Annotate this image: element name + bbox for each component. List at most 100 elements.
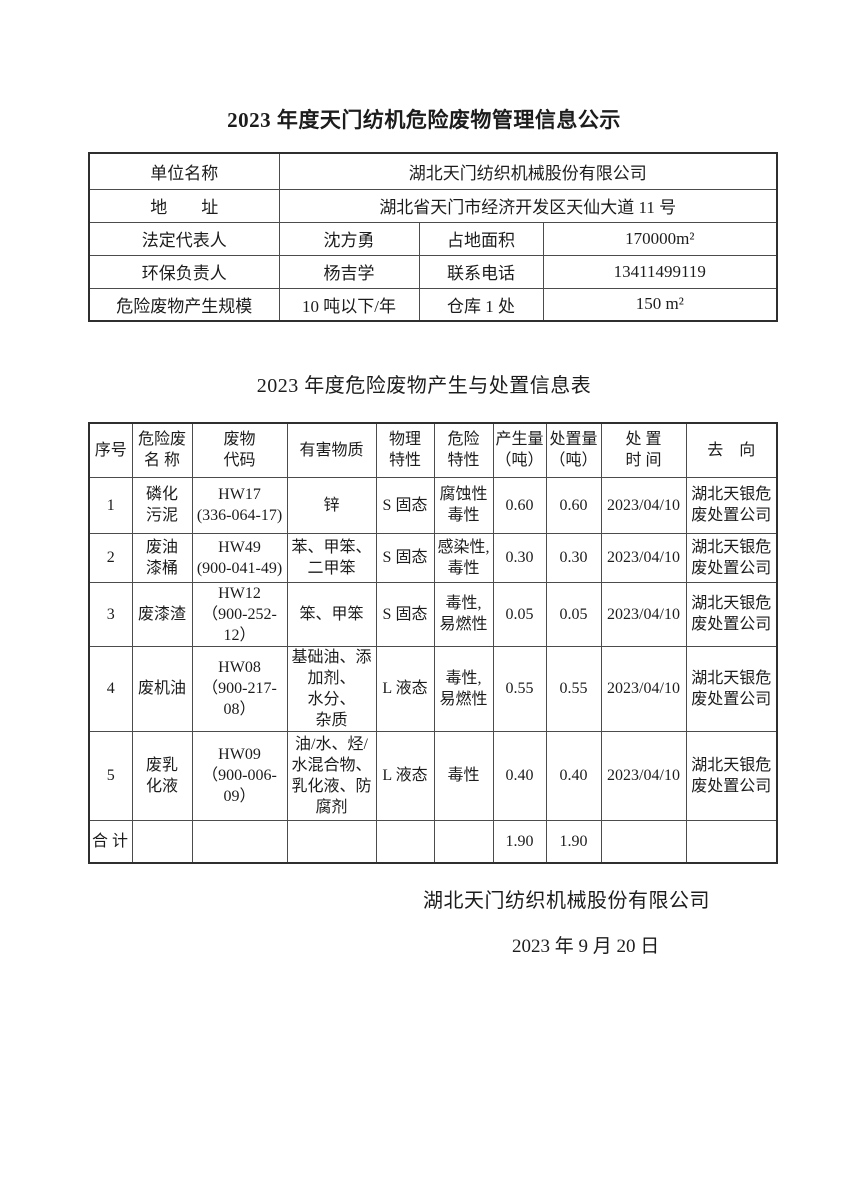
cell-produced-amount: 0.40 [492,730,547,821]
cell-serial: 5 [88,730,133,821]
cell-disposed-amount: 0.40 [545,730,602,821]
cell-disposed-amount: 0.30 [545,532,602,583]
cell-waste-code: HW08 （900-217-08） [191,645,288,732]
cell-hazardous-substance: 油/水、烃/ 水混合物、 乳化液、防 腐剂 [286,730,377,821]
waste-table-title: 2023 年度危险废物产生与处置信息表 [256,375,592,397]
cell-produced-amount: 0.55 [492,645,547,732]
total-disposed-amount: 1.90 [545,819,602,864]
cell-disposal-date: 2023/04/10 [600,581,687,647]
info-row-legal-rep: 法定代表人 沈方勇 占地面积 170000m² [88,221,778,256]
info-label-scale: 危险废物产生规模 [88,287,280,322]
cell-waste-name: 废油 漆桶 [131,532,193,583]
cell-disposed-amount: 0.05 [545,581,602,647]
company-info-table: 单位名称 湖北天门纺织机械股份有限公司 地 址 湖北省天门市经济开发区天仙大道 … [88,152,779,322]
info-row-unit-name: 单位名称 湖北天门纺织机械股份有限公司 [88,152,778,190]
cell-physical-property: S 固态 [375,532,435,583]
col-serial: 序号 [88,422,133,478]
cell-serial: 4 [88,645,133,732]
cell-hazardous-substance: 苯、甲笨、 二甲笨 [286,532,377,583]
col-produced-amount: 产生量 （吨） [492,422,547,478]
info-value-scale: 10 吨以下/年 [278,287,420,322]
waste-header-row: 序号 危险废 名 称 废物 代码 有害物质 物理 特性 危险 特性 产生量 （吨… [88,422,778,478]
col-hazard-property: 危险 特性 [433,422,494,478]
cell-waste-code: HW49 (900-041-49) [191,532,288,583]
waste-row: 5 废乳 化液 HW09 （900-006-09） 油/水、烃/ 水混合物、 乳… [88,730,778,821]
col-disposal-date: 处 置 时 间 [600,422,687,478]
info-label-address: 地 址 [88,188,280,223]
signature-company: 湖北天门纺织机械股份有限公司 [423,890,710,912]
cell-physical-property: S 固态 [375,476,435,534]
cell-disposal-date: 2023/04/10 [600,730,687,821]
cell-waste-name: 废乳 化液 [131,730,193,821]
waste-total-row: 合 计 1.90 1.90 [88,819,778,864]
total-empty-cell [600,819,687,864]
col-destination: 去 向 [685,422,778,478]
cell-produced-amount: 0.05 [492,581,547,647]
waste-row: 4 废机油 HW08 （900-217-08） 基础油、添 加剂、水分、 杂质 … [88,645,778,732]
cell-waste-code: HW09 （900-006-09） [191,730,288,821]
cell-destination: 湖北天银危 废处置公司 [685,730,778,821]
total-empty-cell [375,819,435,864]
total-empty-cell [286,819,377,864]
total-empty-cell [433,819,494,864]
total-label: 合 计 [88,819,133,864]
info-value-legal-rep: 沈方勇 [278,221,420,256]
cell-hazard-property: 毒性, 易燃性 [433,581,494,647]
cell-disposed-amount: 0.60 [545,476,602,534]
info-label-env-manager: 环保负责人 [88,254,280,289]
total-empty-cell [685,819,778,864]
waste-disposal-table: 序号 危险废 名 称 废物 代码 有害物质 物理 特性 危险 特性 产生量 （吨… [88,422,778,864]
cell-physical-property: S 固态 [375,581,435,647]
cell-waste-name: 废漆渣 [131,581,193,647]
cell-disposed-amount: 0.55 [545,645,602,732]
info-row-scale: 危险废物产生规模 10 吨以下/年 仓库 1 处 150 m² [88,287,778,322]
total-empty-cell [191,819,288,864]
cell-disposal-date: 2023/04/10 [600,532,687,583]
info-row-address: 地 址 湖北省天门市经济开发区天仙大道 11 号 [88,188,778,223]
cell-waste-name: 废机油 [131,645,193,732]
info-label-legal-rep: 法定代表人 [88,221,280,256]
info-label-unit-name: 单位名称 [88,152,280,190]
info-row-env-manager: 环保负责人 杨吉学 联系电话 13411499119 [88,254,778,289]
info-value-warehouse: 仓库 1 处 [418,287,544,322]
cell-waste-name: 磷化 污泥 [131,476,193,534]
cell-destination: 湖北天银危 废处置公司 [685,476,778,534]
info-value-unit-name: 湖北天门纺织机械股份有限公司 [278,152,778,190]
cell-serial: 2 [88,532,133,583]
info-value-address: 湖北省天门市经济开发区天仙大道 11 号 [278,188,778,223]
cell-waste-code: HW12 （900-252-12） [191,581,288,647]
cell-hazard-property: 毒性, 易燃性 [433,645,494,732]
cell-physical-property: L 液态 [375,730,435,821]
cell-physical-property: L 液态 [375,645,435,732]
cell-serial: 3 [88,581,133,647]
cell-destination: 湖北天银危 废处置公司 [685,581,778,647]
info-label-phone: 联系电话 [418,254,544,289]
total-empty-cell [131,819,193,864]
signature-date: 2023 年 9 月 20 日 [512,936,660,957]
col-hazardous-substance: 有害物质 [286,422,377,478]
waste-row: 3 废漆渣 HW12 （900-252-12） 笨、甲笨 S 固态 毒性, 易燃… [88,581,778,647]
cell-disposal-date: 2023/04/10 [600,476,687,534]
cell-destination: 湖北天银危 废处置公司 [685,532,778,583]
cell-produced-amount: 0.30 [492,532,547,583]
cell-hazardous-substance: 基础油、添 加剂、水分、 杂质 [286,645,377,732]
total-produced-amount: 1.90 [492,819,547,864]
cell-serial: 1 [88,476,133,534]
info-value-warehouse-area: 150 m² [542,287,778,322]
cell-hazard-property: 毒性 [433,730,494,821]
document-title: 2023 年度天门纺机危险废物管理信息公示 [227,108,621,132]
waste-row: 2 废油 漆桶 HW49 (900-041-49) 苯、甲笨、 二甲笨 S 固态… [88,532,778,583]
cell-disposal-date: 2023/04/10 [600,645,687,732]
col-waste-name: 危险废 名 称 [131,422,193,478]
cell-produced-amount: 0.60 [492,476,547,534]
info-value-env-manager: 杨吉学 [278,254,420,289]
cell-hazard-property: 感染性, 毒性 [433,532,494,583]
cell-hazard-property: 腐蚀性 毒性 [433,476,494,534]
cell-hazardous-substance: 笨、甲笨 [286,581,377,647]
cell-hazardous-substance: 锌 [286,476,377,534]
waste-row: 1 磷化 污泥 HW17 (336-064-17) 锌 S 固态 腐蚀性 毒性 … [88,476,778,534]
cell-waste-code: HW17 (336-064-17) [191,476,288,534]
col-physical-property: 物理 特性 [375,422,435,478]
info-value-phone: 13411499119 [542,254,778,289]
